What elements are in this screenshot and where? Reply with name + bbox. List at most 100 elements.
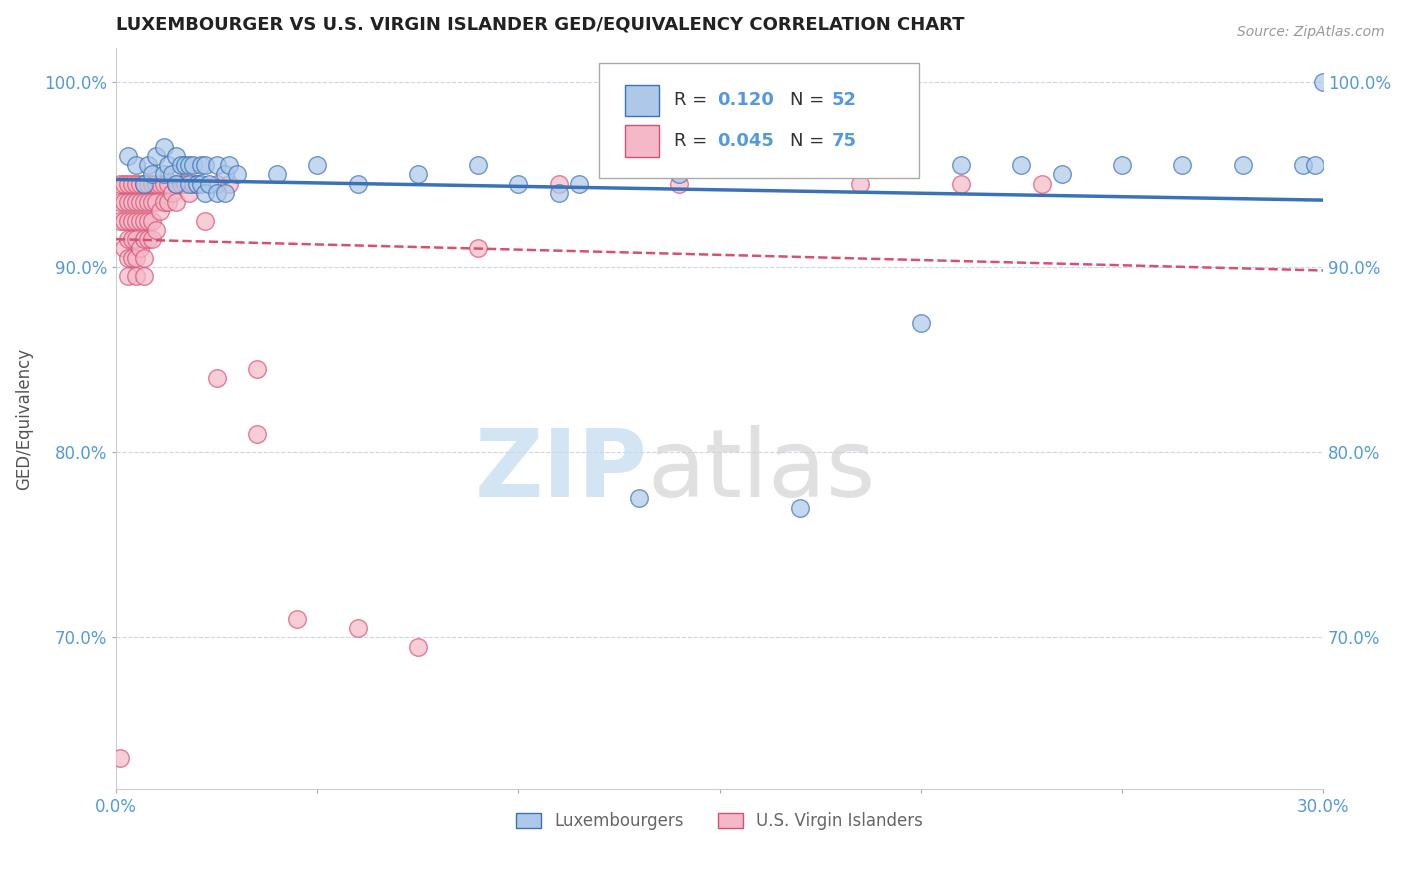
Point [134, 269, 156, 284]
Point [153, 177, 176, 191]
Point [117, 269, 139, 284]
Point [1303, 158, 1326, 172]
Point [166, 195, 188, 210]
Point [1031, 177, 1053, 191]
Point [190, 177, 212, 191]
Point [125, 269, 148, 284]
Point [406, 640, 429, 654]
Point [218, 158, 240, 172]
Text: N =: N = [790, 132, 830, 150]
Point [568, 177, 591, 191]
Point [129, 242, 152, 256]
Point [108, 213, 131, 227]
Point [194, 158, 217, 172]
Legend: Luxembourgers, U.S. Virgin Islanders: Luxembourgers, U.S. Virgin Islanders [510, 805, 929, 837]
Point [194, 186, 217, 200]
Point [125, 251, 148, 265]
Point [134, 251, 156, 265]
Point [205, 177, 228, 191]
Point [134, 177, 156, 191]
Point [149, 204, 172, 219]
Point [910, 316, 932, 330]
Point [153, 167, 176, 181]
Point [157, 158, 180, 172]
Point [157, 177, 180, 191]
Point [112, 195, 135, 210]
Point [149, 177, 172, 191]
Point [1111, 158, 1133, 172]
FancyBboxPatch shape [626, 126, 659, 157]
Point [125, 158, 148, 172]
Point [162, 186, 184, 200]
Point [129, 177, 152, 191]
Point [121, 213, 143, 227]
Point [162, 167, 184, 181]
Point [125, 213, 148, 227]
Text: R =: R = [673, 91, 713, 110]
Point [246, 361, 269, 376]
FancyBboxPatch shape [626, 85, 659, 116]
Point [177, 158, 200, 172]
Point [166, 177, 188, 191]
FancyBboxPatch shape [599, 63, 918, 178]
Point [214, 186, 236, 200]
Point [125, 177, 148, 191]
Point [141, 232, 163, 246]
Point [186, 177, 208, 191]
Point [121, 177, 143, 191]
Point [141, 177, 163, 191]
Point [153, 195, 176, 210]
Point [134, 232, 156, 246]
Point [628, 491, 651, 506]
Point [166, 149, 188, 163]
Point [190, 158, 212, 172]
Point [157, 195, 180, 210]
Point [134, 195, 156, 210]
Text: 75: 75 [832, 132, 856, 150]
Point [145, 223, 167, 237]
Point [467, 242, 489, 256]
Point [136, 232, 159, 246]
Point [1312, 75, 1334, 89]
Point [112, 177, 135, 191]
Point [508, 177, 530, 191]
Point [136, 158, 159, 172]
Text: 52: 52 [832, 91, 856, 110]
Point [668, 177, 690, 191]
Point [136, 177, 159, 191]
Text: atlas: atlas [647, 425, 876, 516]
Point [121, 232, 143, 246]
Point [108, 195, 131, 210]
Point [246, 426, 269, 441]
Point [112, 242, 135, 256]
Point [467, 158, 489, 172]
Point [205, 186, 228, 200]
Point [205, 371, 228, 385]
Point [668, 167, 690, 181]
Point [129, 195, 152, 210]
Point [141, 213, 163, 227]
Point [125, 232, 148, 246]
Point [117, 195, 139, 210]
Y-axis label: GED/Equivalency: GED/Equivalency [15, 348, 32, 490]
Point [141, 195, 163, 210]
Point [214, 167, 236, 181]
Point [145, 149, 167, 163]
Point [1292, 158, 1315, 172]
Point [117, 213, 139, 227]
Point [266, 167, 288, 181]
Point [194, 213, 217, 227]
Point [136, 195, 159, 210]
Point [950, 158, 973, 172]
Point [117, 232, 139, 246]
Text: 0.120: 0.120 [717, 91, 775, 110]
Point [136, 213, 159, 227]
Point [153, 139, 176, 153]
Point [950, 177, 973, 191]
Text: LUXEMBOURGER VS U.S. VIRGIN ISLANDER GED/EQUIVALENCY CORRELATION CHART: LUXEMBOURGER VS U.S. VIRGIN ISLANDER GED… [117, 15, 965, 33]
Point [121, 251, 143, 265]
Point [181, 158, 204, 172]
Point [1171, 158, 1194, 172]
Point [1050, 167, 1073, 181]
Point [108, 750, 131, 764]
